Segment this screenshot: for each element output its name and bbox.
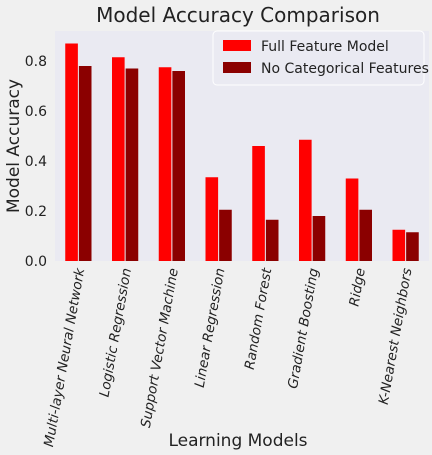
bar-series1-cat7	[406, 232, 419, 261]
bar-series0-cat5	[299, 139, 312, 261]
legend-box	[212, 30, 425, 86]
legend: Full Feature Model No Categorical Featur…	[212, 30, 429, 86]
bar-series1-cat0	[78, 66, 92, 261]
bar-series0-cat7	[392, 229, 406, 261]
bar-series1-cat1	[125, 68, 139, 261]
y-tick-label: 0.6	[25, 104, 47, 120]
y-axis-label: Model Accuracy	[4, 79, 24, 213]
x-tick-label: Linear Regression	[192, 267, 229, 389]
bar-series1-cat3	[219, 209, 232, 261]
x-tick-label: Logistic Regression	[97, 267, 135, 398]
y-tick-label: 0.4	[25, 154, 47, 170]
x-tick-label: Multi-layer Neural Network	[41, 266, 88, 448]
legend-swatch-full-feature	[223, 40, 251, 51]
bar-series0-cat4	[252, 146, 265, 261]
bar-series0-cat2	[158, 67, 172, 261]
chart-title: Model Accuracy Comparison	[96, 3, 380, 27]
x-tick-label: Random Forest	[242, 266, 276, 371]
bar-series1-cat2	[172, 71, 185, 261]
x-tick-label: Support Vector Machine	[138, 267, 182, 429]
bar-series1-cat5	[312, 216, 326, 261]
bar-series1-cat4	[265, 219, 279, 261]
x-tick-label: Gradient Boosting	[285, 267, 322, 390]
x-tick-label: K-Nearest Neighbors	[376, 267, 416, 406]
bar-series0-cat1	[112, 57, 125, 261]
y-tick-label: 0.2	[25, 204, 47, 220]
bar-series0-cat0	[65, 43, 78, 261]
legend-label-no-categorical: No Categorical Features	[261, 61, 429, 77]
y-axis-ticks: 0.0 0.2 0.4 0.6 0.8	[25, 54, 47, 270]
x-tick-label: Ridge	[346, 267, 368, 308]
x-axis-label: Learning Models	[168, 431, 307, 451]
bar-series0-cat3	[205, 177, 219, 261]
legend-label-full-feature: Full Feature Model	[261, 39, 389, 55]
bars-layer	[65, 43, 419, 261]
y-tick-label: 0.0	[25, 254, 47, 270]
bar-series1-cat6	[359, 209, 372, 261]
x-axis-ticks: Multi-layer Neural Network Logistic Regre…	[41, 266, 415, 448]
y-tick-label: 0.8	[25, 54, 47, 70]
bar-series0-cat6	[345, 178, 359, 261]
legend-swatch-no-categorical	[223, 62, 251, 73]
